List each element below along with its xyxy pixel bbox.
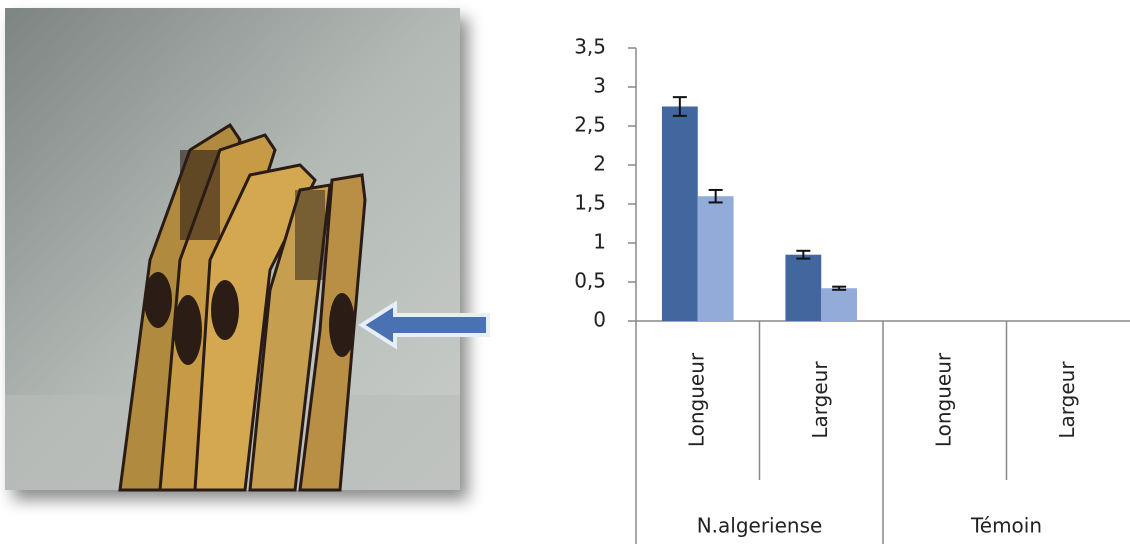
y-tick-label: 3,5: [574, 35, 606, 59]
x-tick-label: Longueur: [684, 352, 708, 447]
x-tick-label: Largeur: [1055, 361, 1079, 439]
figure: 0 0,5 1 1,5 2 2,5 3 3,5 Longueur Largeur Longueur L…: [0, 0, 1130, 544]
y-tick-label: 1,5: [574, 191, 606, 215]
x-tick-label: Largeur: [808, 361, 832, 439]
y-tick-label: 0,5: [574, 269, 606, 293]
y-tick-label: 1: [593, 230, 606, 254]
group-label: Témoin: [970, 514, 1042, 538]
y-tick-label: 0: [593, 308, 606, 332]
page: 0 0,5 1 1,5 2 2,5 3 3,5 Longueur Largeur Longueur L…: [0, 0, 1130, 544]
y-tick-label: 3: [593, 74, 606, 98]
x-tick-label: Longueur: [931, 352, 955, 447]
y-tick-label: 2,5: [574, 113, 606, 137]
bar: [698, 196, 734, 321]
photo: [5, 8, 460, 490]
bar: [785, 255, 821, 321]
chart: 0 0,5 1 1,5 2 2,5 3 3,5 Longueur Largeur Longueur L…: [574, 35, 1130, 544]
y-tick-label: 2: [593, 152, 606, 176]
group-label: N.algeriense: [697, 514, 823, 538]
bar: [821, 288, 857, 321]
bar: [662, 107, 698, 322]
